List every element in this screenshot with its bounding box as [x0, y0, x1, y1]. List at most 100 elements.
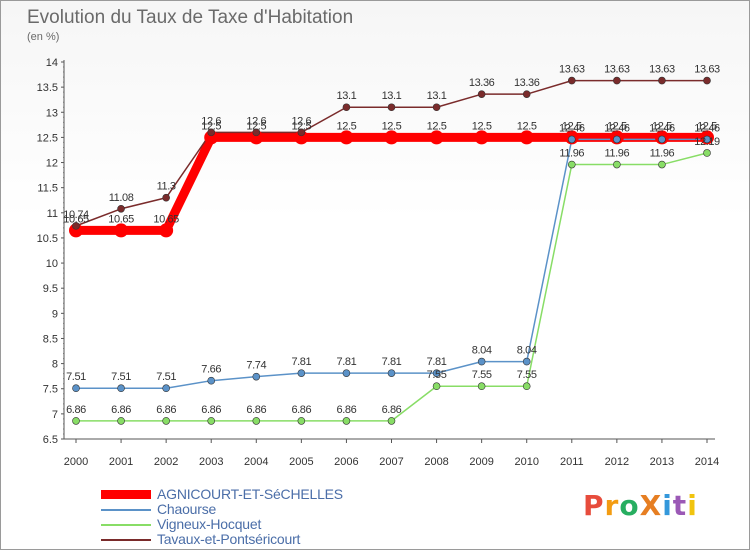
- data-label: 7.51: [156, 371, 176, 383]
- data-label: 12.5: [517, 120, 537, 132]
- data-label: 11.08: [109, 192, 134, 204]
- legend-swatch: [101, 509, 151, 511]
- y-tick-label: 9: [52, 308, 58, 320]
- data-label: 7.74: [246, 360, 266, 372]
- data-point: [117, 204, 125, 213]
- data-label: 12.5: [246, 120, 266, 132]
- data-label: 11.96: [604, 148, 629, 160]
- data-label: 12.6: [246, 115, 266, 127]
- data-label: 11.3: [157, 181, 176, 193]
- data-point: [342, 103, 351, 112]
- data-point: [297, 417, 306, 425]
- data-point: [384, 130, 399, 145]
- data-point: [207, 128, 216, 137]
- y-tick-label: 12.5: [37, 132, 58, 144]
- data-label: 13.1: [427, 90, 447, 102]
- data-point: [703, 76, 711, 85]
- logo-letter: P: [583, 489, 605, 522]
- logo-letter: i: [662, 489, 673, 522]
- data-point: [114, 223, 129, 238]
- data-label: 13.63: [694, 64, 720, 76]
- y-tick-label: 10.5: [37, 233, 58, 245]
- data-point: [207, 376, 216, 385]
- logo-letter: o: [619, 489, 640, 522]
- data-label: 12.5: [697, 120, 717, 132]
- data-label: 13.1: [382, 90, 402, 102]
- data-point: [658, 135, 666, 144]
- x-tick-label: 2007: [379, 456, 403, 468]
- x-tick-label: 2012: [605, 456, 629, 468]
- data-point: [477, 382, 486, 391]
- y-tick-label: 13.5: [37, 82, 58, 94]
- data-point: [432, 103, 441, 112]
- data-label: 7.55: [517, 369, 537, 381]
- data-label: 8.04: [472, 345, 492, 357]
- data-label: 10.74: [63, 209, 89, 221]
- data-label: 10.65: [63, 213, 89, 225]
- data-point: [297, 369, 306, 377]
- logo-letter: r: [604, 489, 620, 522]
- data-label: 6.86: [111, 404, 131, 416]
- data-label: 7.66: [201, 364, 221, 376]
- data-label: 12.46: [694, 122, 720, 134]
- data-point: [252, 372, 261, 381]
- data-label: 12.5: [201, 120, 221, 132]
- x-tick-label: 2002: [154, 456, 178, 468]
- x-tick-label: 2004: [244, 456, 268, 468]
- data-point: [519, 130, 534, 145]
- data-point: [432, 382, 441, 391]
- logo-letter: i: [687, 489, 698, 522]
- data-point: [522, 90, 531, 98]
- data-point: [567, 160, 576, 169]
- data-label: 7.81: [291, 356, 311, 368]
- data-label: 12.5: [562, 120, 582, 132]
- chart-title: Evolution du Taux de Taxe d'Habitation: [27, 7, 354, 28]
- data-point: [387, 417, 396, 425]
- data-label: 12.5: [652, 120, 672, 132]
- data-point: [567, 76, 576, 85]
- data-point: [342, 369, 351, 377]
- data-label: 12.46: [604, 122, 630, 134]
- data-label: 11.96: [650, 148, 675, 160]
- data-label: 6.86: [66, 404, 86, 416]
- data-point: [522, 382, 531, 391]
- data-label: 12.46: [649, 122, 675, 134]
- data-label: 13.36: [469, 77, 495, 89]
- data-label: 12.46: [559, 122, 585, 134]
- y-tick-label: 12: [46, 158, 58, 170]
- data-point: [522, 357, 531, 366]
- logo-letter: X: [639, 489, 663, 522]
- data-label: 6.86: [156, 404, 176, 416]
- x-tick-label: 2014: [695, 456, 719, 468]
- data-point: [162, 193, 170, 202]
- data-label: 7.81: [337, 356, 357, 368]
- data-label: 7.51: [66, 371, 86, 383]
- data-label: 12.5: [607, 120, 627, 132]
- data-point: [204, 130, 219, 145]
- data-label: 12.19: [694, 136, 720, 148]
- x-tick-label: 2008: [424, 456, 448, 468]
- data-label: 13.63: [559, 64, 585, 76]
- data-label: 13.1: [337, 90, 357, 102]
- legend-swatch: [101, 539, 151, 541]
- x-tick-label: 2006: [334, 456, 358, 468]
- series-1: [76, 138, 707, 389]
- data-point: [162, 384, 170, 393]
- data-point: [387, 103, 396, 112]
- x-tick-label: 2010: [514, 456, 538, 468]
- data-label: 12.5: [472, 120, 492, 132]
- x-tick-label: 2005: [289, 456, 313, 468]
- data-point: [162, 417, 170, 425]
- data-point: [72, 417, 80, 425]
- x-tick-label: 2000: [64, 456, 88, 468]
- data-label: 12.6: [201, 115, 221, 127]
- y-tick-label: 8.5: [43, 333, 58, 345]
- unit-label: (en %): [27, 31, 60, 43]
- y-tick-label: 8: [52, 359, 58, 371]
- data-label: 6.86: [246, 404, 266, 416]
- data-label: 7.55: [427, 369, 447, 381]
- data-point: [252, 128, 261, 137]
- data-point: [294, 130, 309, 145]
- y-tick-label: 14: [46, 57, 58, 69]
- data-label: 6.86: [337, 404, 357, 416]
